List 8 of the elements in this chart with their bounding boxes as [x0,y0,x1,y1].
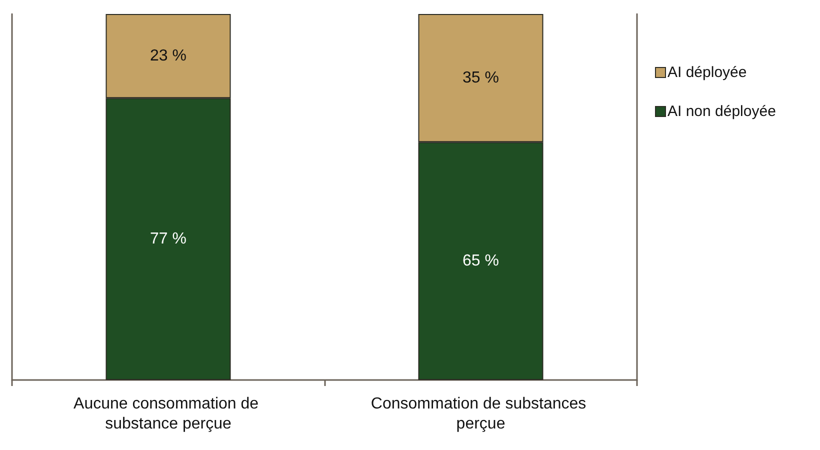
legend-label: AI déployée [668,64,747,81]
x-tick-label: Consommation de substances perçue [370,396,591,432]
data-label: 35 % [462,70,499,87]
data-label: 23 % [150,48,186,65]
data-label: 77 % [150,230,186,248]
legend-label: AI non déployée [668,103,776,120]
x-tick-label: Aucune consommation de substance perçue [74,396,263,432]
data-label: 65 % [462,252,499,270]
